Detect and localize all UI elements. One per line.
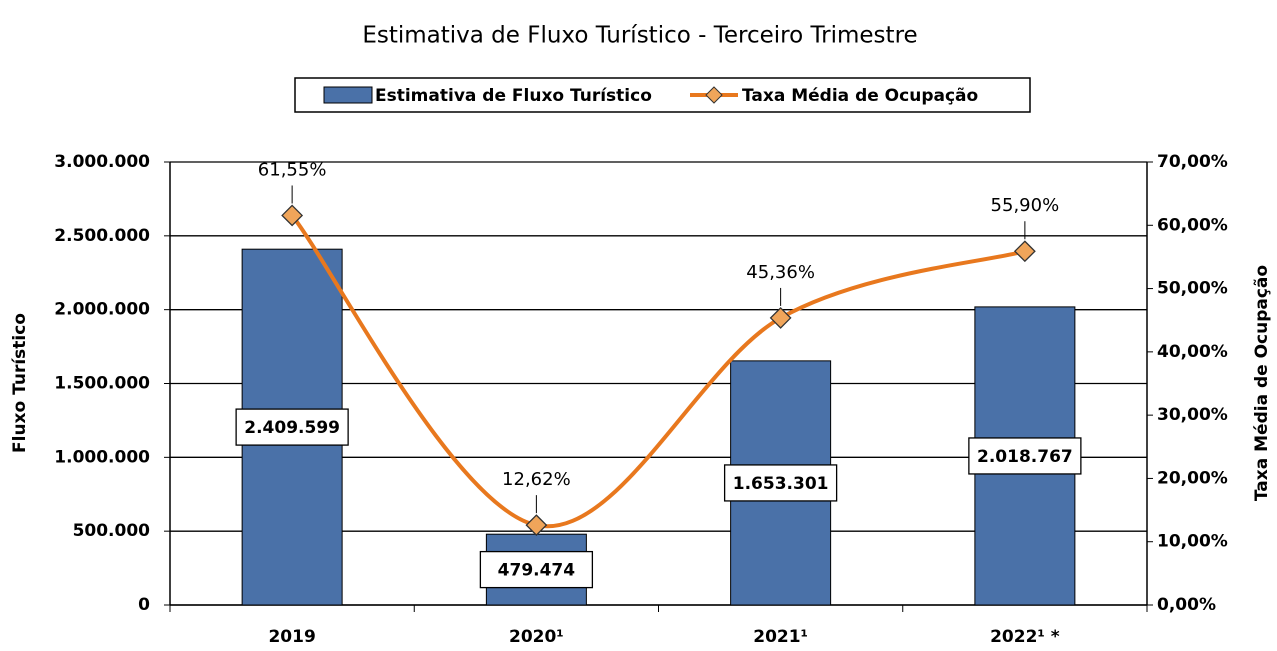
legend <box>294 77 1031 113</box>
marker <box>1013 240 1036 263</box>
y2-tick-label: 60,00% <box>1157 215 1228 235</box>
line <box>290 214 1026 529</box>
y-tick-label: 500.000 <box>73 521 151 541</box>
x-tick-label: 2022¹ * <box>990 627 1060 646</box>
y-tick-label: 3.000.000 <box>54 152 150 172</box>
data-label: 61,55% <box>258 159 327 180</box>
y2-tick-label: 40,00% <box>1157 342 1228 362</box>
y2-tick-label: 0,00% <box>1157 595 1216 615</box>
data-label: 45,36% <box>746 262 815 283</box>
legend-marker <box>705 86 723 104</box>
data-label: 55,90% <box>991 195 1060 216</box>
marker <box>281 204 304 227</box>
y-tick-label: 2.500.000 <box>54 226 150 246</box>
y2-tick-label: 70,00% <box>1157 152 1228 172</box>
data-label: 2.018.767 <box>977 447 1073 467</box>
y-tick-label: 1.500.000 <box>54 374 150 394</box>
data-label-box <box>723 464 838 502</box>
x-tick-label: 2021¹ <box>753 627 808 646</box>
data-label: 12,62% <box>502 469 571 490</box>
data-label-box <box>968 437 1082 475</box>
y-tick-label: 0 <box>138 595 150 615</box>
y2-tick-label: 10,00% <box>1157 532 1228 552</box>
y2-axis-title: Taxa Média de Ocupação <box>1252 265 1272 501</box>
y2-tick-label: 30,00% <box>1157 405 1228 425</box>
data-label: 479.474 <box>498 561 576 581</box>
legend-swatch <box>323 86 373 104</box>
chart-title: Estimativa de Fluxo Turístico - Terceiro… <box>362 23 917 49</box>
data-label-box <box>235 408 349 446</box>
y-tick-label: 2.000.000 <box>54 300 150 320</box>
legend-label: Taxa Média de Ocupação <box>742 86 978 106</box>
y-tick-label: 1.000.000 <box>54 447 150 467</box>
legend-label: Estimativa de Fluxo Turístico <box>375 86 652 106</box>
data-label-box <box>479 550 594 589</box>
y-axis-title: Fluxo Turístico <box>10 313 30 453</box>
marker <box>769 307 792 329</box>
marker <box>525 514 548 537</box>
y2-tick-label: 20,00% <box>1157 468 1228 488</box>
data-label: 2.409.599 <box>244 418 340 438</box>
y2-tick-label: 50,00% <box>1157 279 1228 299</box>
x-tick-label: 2020¹ <box>509 627 564 646</box>
data-label: 1.653.301 <box>733 474 829 494</box>
x-tick-label: 2019 <box>268 627 315 646</box>
